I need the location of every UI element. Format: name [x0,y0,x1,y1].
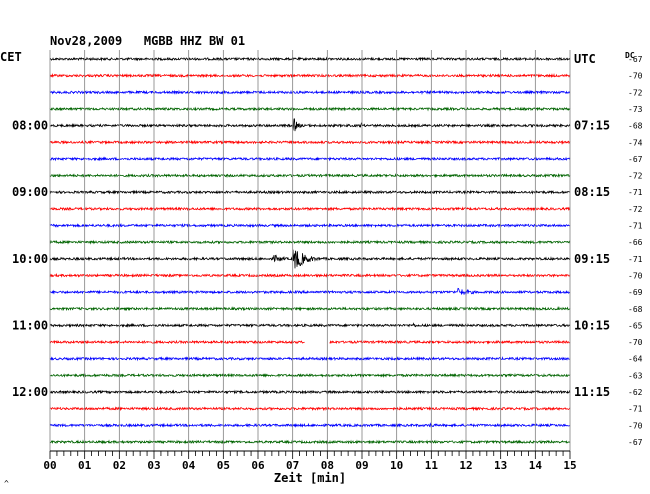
x-axis-label: Zeit [min] [274,471,346,485]
seismic-trace [49,156,571,162]
utc-time-label: 07:15 [574,119,610,133]
x-tick-label: 08 [321,459,334,472]
x-tick-label: 13 [494,459,507,472]
chart-title: Nov28,2009 MGBB HHZ BW 01 [50,34,245,48]
cet-time-label: 11:00 [12,318,48,332]
dc-offset-label: -72 [628,88,643,97]
dc-offset-label: -70 [628,421,643,430]
seismic-trace [49,189,571,195]
utc-time-label: UTC [574,52,596,66]
x-axis: 00 01 02 03 04 05 06 07 08 09 10 11 12 13 14 15 [43,450,577,472]
dc-offset-label: -71 [628,188,643,197]
utc-time-label: 10:15 [574,318,610,332]
dc-offset-label: -70 [628,338,643,347]
dc-offset-label: -73 [628,105,643,114]
dc-offset-label: -74 [628,138,643,147]
seismic-trace [49,239,571,245]
seismic-trace [49,422,571,428]
seismic-trace [49,249,571,269]
seismic-trace [49,306,571,312]
cet-time-label: 10:00 [12,252,48,266]
dc-offset-label: -63 [628,371,643,380]
dc-offset-label: -67 [628,55,643,64]
dc-offset-label: -71 [628,405,643,414]
seismic-trace [49,118,571,132]
dc-offset-label: -72 [628,172,643,181]
utc-time-label: 08:15 [574,185,610,199]
dc-offset-label: -62 [628,388,643,397]
dc-offset-label: -71 [628,222,643,231]
x-tick-label: 06 [251,459,265,472]
dc-offset-label: -65 [628,321,643,330]
label-group: 08:00 09:00 10:00 11:00 12:00 UTC 07:15 08:15 09… [12,52,643,447]
x-tick-label: 00 [43,459,56,472]
dc-offset-label: -67 [628,155,643,164]
x-tick-label: 14 [529,459,543,472]
cet-time-label: 12:00 [12,385,48,399]
cet-time-label: 08:00 [12,119,48,133]
x-tick-label: 15 [563,459,576,472]
x-tick-label: 04 [182,459,196,472]
x-tick-label: 10 [390,459,403,472]
x-tick-label: 01 [78,459,92,472]
seismic-trace [49,89,570,95]
x-tick-label: 12 [459,459,472,472]
x-tick-label: 09 [355,459,368,472]
seismic-trace [49,339,305,345]
x-tick-label: 03 [147,459,160,472]
dc-offset-label: -67 [628,438,643,447]
dc-offset-label: -70 [628,72,643,81]
seismic-trace [49,372,571,378]
dc-offset-label: -71 [628,255,643,264]
seismic-trace [49,206,571,212]
trace-group [49,56,571,445]
x-tick-label: 11 [425,459,439,472]
seismic-trace [49,139,571,145]
seismic-trace [49,56,571,62]
dc-offset-label: -72 [628,205,643,214]
seismic-trace [49,106,571,112]
seismic-trace [49,322,571,329]
seismic-trace [329,339,571,345]
seismic-trace [49,356,570,362]
footer-mark: ^ [4,479,9,488]
x-tick-label: 07 [286,459,299,472]
utc-time-label: 09:15 [574,252,610,266]
seismic-trace [49,73,571,79]
dc-offset-label: -64 [628,355,643,364]
seismic-trace [49,389,571,395]
x-tick-label: 02 [113,459,126,472]
grid-lines [49,50,571,451]
dc-offset-label: -66 [628,238,643,247]
seismic-trace [49,287,571,296]
seismic-trace [49,439,571,445]
x-tick-label: 05 [217,459,230,472]
dc-offset-label: -70 [628,271,643,280]
seismic-trace [49,172,571,179]
seismic-trace [49,406,571,412]
cet-time-label: 09:00 [12,185,48,199]
cet-axis-label: CET [0,50,22,64]
seismic-trace [49,222,571,229]
dc-label: DC [625,51,635,60]
dc-offset-label: -68 [628,305,643,314]
dc-offset-label: -69 [628,288,643,297]
utc-time-label: 11:15 [574,385,610,399]
dc-offset-label: -68 [628,122,643,131]
seismic-trace [49,272,571,278]
